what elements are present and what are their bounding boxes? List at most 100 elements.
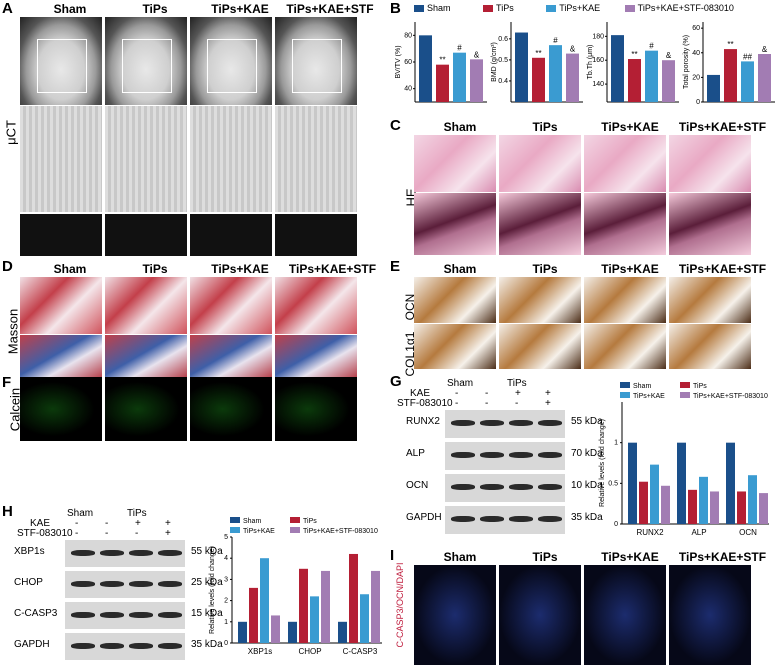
panel-label-c: C xyxy=(390,117,401,134)
a-group-tips: TiPs xyxy=(142,2,168,16)
b-sig-mark: # xyxy=(649,42,654,51)
wb-band xyxy=(538,516,562,522)
chart-bar xyxy=(737,491,746,524)
d-masson-zoom-1 xyxy=(105,335,187,377)
wb-band xyxy=(451,516,475,522)
wb-kae-sign: + xyxy=(545,388,551,399)
a-group-tips-kae: TiPs+KAE xyxy=(211,2,269,16)
chart-bar xyxy=(371,570,380,643)
b-bar xyxy=(532,57,545,102)
b-bar xyxy=(549,45,562,102)
b-legend-sham: Sham xyxy=(427,3,451,13)
chart-bar xyxy=(628,442,637,524)
b-ylabel: BMD (g/cm³) xyxy=(491,42,498,82)
b-legend: Sham TiPs TiPs+KAE TiPs+KAE+STF-083010 xyxy=(414,3,774,13)
wb-kda-label: 25 kDa xyxy=(191,577,223,588)
b-legend-swatch-tips-kae-stf xyxy=(624,5,635,13)
b-bar xyxy=(662,60,675,102)
wb-band xyxy=(100,580,124,587)
a-ct-section-0 xyxy=(20,214,102,256)
i-group-tips-kae: TiPs+KAE xyxy=(601,550,659,564)
chart-tick-label: 2 xyxy=(224,598,228,605)
chart-bar xyxy=(759,493,768,524)
wb-kda-label: 55 kDa xyxy=(571,416,603,427)
wb-band xyxy=(158,642,182,649)
chart-legend-label: TiPs+KAE xyxy=(633,393,665,400)
e-col1a1-2 xyxy=(584,324,666,369)
d-side-label: Masson xyxy=(5,308,21,355)
chart-legend-swatch xyxy=(680,382,690,388)
d-masson-zoom-0 xyxy=(20,335,102,377)
e-ocn-1 xyxy=(499,277,581,323)
i-group-tips-kae-stf: TiPs+KAE+STF xyxy=(678,550,767,564)
i-group-tips: TiPs xyxy=(532,550,558,564)
chart-tick-label: 3 xyxy=(224,576,228,583)
wb-blot-row xyxy=(65,571,185,598)
b-bar xyxy=(611,35,624,102)
i-group-sham: Sham xyxy=(443,550,477,564)
wb-stf-sign: - xyxy=(105,528,109,539)
chart-category-label: RUNX2 xyxy=(636,528,664,537)
b-legend-tips: TiPs xyxy=(496,3,514,13)
panel-label-e: E xyxy=(390,258,401,275)
wb-stf-sign: - xyxy=(135,528,139,539)
a-ct-zoom-0 xyxy=(20,106,102,212)
a-zoom-box xyxy=(292,39,342,93)
b-legend-swatch-tips xyxy=(483,5,494,13)
chart-bar xyxy=(310,596,319,643)
panel-label-a: A xyxy=(2,0,13,17)
chart-category-label: C-CASP3 xyxy=(343,647,378,656)
chart-tick-label: 5 xyxy=(224,534,228,541)
chart-bar xyxy=(699,476,708,524)
wb-kda-label: 70 kDa xyxy=(571,448,603,459)
b-sig-mark: & xyxy=(666,51,672,60)
chart-bar xyxy=(299,568,308,643)
a-ct-overview-2 xyxy=(190,17,272,105)
wb-band xyxy=(451,452,475,458)
chart-legend-label: TiPs xyxy=(303,518,317,525)
chart-bar xyxy=(260,558,269,643)
a-ct-section-1 xyxy=(105,214,187,256)
chart-bar xyxy=(349,553,358,643)
chart-legend-label: TiPs xyxy=(693,383,707,390)
i-if-0 xyxy=(414,565,496,665)
d-group-tips: TiPs xyxy=(142,262,168,276)
e-ocn-2 xyxy=(584,277,666,323)
b-sig-mark: ## xyxy=(743,52,752,61)
wb-band xyxy=(480,420,504,426)
wb-sham-label: Sham xyxy=(447,378,474,389)
a-ct-overview-1 xyxy=(105,17,187,105)
a-zoom-box xyxy=(122,39,172,93)
c-he-overview-0 xyxy=(414,135,496,192)
chart-legend-label: TiPs+KAE+STF-083010 xyxy=(303,528,378,535)
b-sig-mark: & xyxy=(474,50,480,59)
b-tick-label: 0.6 xyxy=(498,36,508,43)
a-ct-zoom-2 xyxy=(190,106,272,212)
b-tick-label: 60 xyxy=(404,59,412,66)
a-ct-zoom-1 xyxy=(105,106,187,212)
wb-kda-label: 35 kDa xyxy=(571,512,603,523)
wb-tips-label: TiPs xyxy=(127,508,147,519)
b-bar xyxy=(707,74,720,102)
wb-band xyxy=(538,452,562,458)
d-masson-overview-1 xyxy=(105,277,187,334)
b-bar xyxy=(436,64,449,102)
wb-row-label: XBP1s xyxy=(14,546,45,557)
wb-band xyxy=(509,484,533,490)
wb-blot-row xyxy=(445,474,565,502)
wb-stf-sign: - xyxy=(455,398,459,409)
chart-bar xyxy=(688,489,697,524)
wb-band xyxy=(509,420,533,426)
wb-kae-sign: - xyxy=(455,388,459,399)
chart-bar xyxy=(238,621,247,643)
b-tick-label: 40 xyxy=(692,50,700,57)
wb-stf-sign: - xyxy=(515,398,519,409)
wb-band xyxy=(158,611,182,618)
b-tick-label: 0.5 xyxy=(498,57,508,64)
panel-label-g: G xyxy=(390,373,402,390)
h-bar-chart: Sham TiPs TiPs+KAE TiPs+KAE+STF-083010 Relat… xyxy=(209,517,382,656)
chart-bar xyxy=(650,464,659,524)
c-he-zoom-3 xyxy=(669,193,751,255)
wb-blot-row xyxy=(445,410,565,438)
f-calcein-3 xyxy=(275,377,357,441)
